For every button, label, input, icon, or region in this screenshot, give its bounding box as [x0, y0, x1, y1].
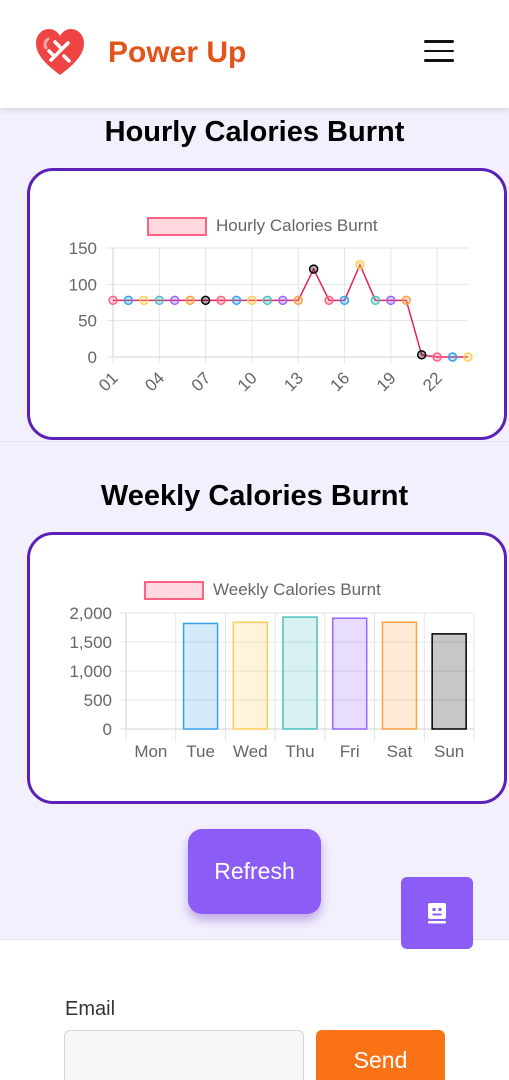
x-tick-label: 07 [188, 368, 215, 395]
hourly-chart-card: Hourly Calories Burnt 0 50 100 150 01 04 07 10 1… [27, 168, 507, 440]
data-point [401, 295, 412, 306]
data-point [185, 295, 195, 306]
section-divider [0, 441, 509, 442]
weekly-chart-legend[interactable]: Weekly Calories Burnt [144, 580, 381, 600]
data-point [355, 259, 365, 270]
data-point [386, 295, 396, 306]
x-tick-label: 19 [373, 368, 400, 395]
x-tick-label: 01 [95, 368, 122, 395]
data-point [339, 295, 350, 306]
email-label: Email [65, 998, 116, 1020]
y-tick-label: 0 [103, 720, 112, 739]
y-tick-label: 500 [84, 691, 112, 710]
data-point [463, 352, 473, 362]
data-point [416, 350, 427, 360]
footer: Email Send [0, 940, 509, 1080]
footer-divider [0, 939, 509, 940]
y-tick-label: 50 [78, 312, 97, 331]
data-point [432, 352, 442, 362]
data-point [278, 295, 288, 306]
data-point [123, 295, 134, 306]
data-point [308, 264, 319, 274]
heart-logo-icon[interactable] [34, 27, 86, 79]
hamburger-icon[interactable] [424, 40, 454, 68]
data-point [247, 295, 257, 306]
data-point [262, 295, 273, 306]
bar-sat [381, 621, 418, 730]
weekly-section-title: Weekly Calories Burnt [100, 480, 409, 512]
data-point [231, 295, 242, 306]
x-tick-label: Tue [186, 742, 215, 761]
weekly-chart-card: Weekly Calories Burnt 0 500 1,000 1,500 2,00… [27, 532, 507, 804]
x-tick-label: 22 [419, 368, 446, 395]
bar-thu [282, 616, 318, 730]
legend-swatch [144, 580, 204, 600]
legend-swatch [147, 216, 207, 236]
x-tick-label: Fri [340, 742, 360, 761]
email-field[interactable] [64, 1030, 304, 1080]
data-point [324, 295, 334, 306]
y-tick-label: 150 [69, 239, 97, 258]
brand-title[interactable]: Power Up [108, 36, 247, 69]
data-point [216, 295, 226, 306]
weekly-bar-chart[interactable]: 0 500 1,000 1,500 2,000 Mon Tue Wed Thu Fri Sat Sun [30, 535, 504, 801]
bar-tue [182, 622, 219, 730]
data-point [108, 295, 118, 306]
data-point [293, 295, 303, 306]
y-tick-label: 1,000 [69, 662, 112, 681]
x-tick-label: Mon [134, 742, 167, 761]
send-button[interactable]: Send [316, 1030, 445, 1080]
x-tick-label: 13 [280, 368, 307, 395]
hourly-legend-label: Hourly Calories Burnt [216, 216, 378, 235]
data-point [370, 295, 381, 306]
data-point [200, 295, 211, 306]
bar-sun [431, 633, 467, 730]
x-tick-label: Wed [233, 742, 268, 761]
hourly-chart-legend[interactable]: Hourly Calories Burnt [147, 216, 378, 236]
x-tick-label: Sun [434, 742, 464, 761]
x-tick-label: Thu [285, 742, 314, 761]
data-point [447, 352, 458, 362]
y-tick-label: 1,500 [69, 633, 112, 652]
data-point [169, 295, 180, 306]
y-tick-label: 2,000 [69, 604, 112, 623]
x-tick-label: 10 [234, 368, 261, 395]
refresh-button[interactable]: Refresh [188, 829, 321, 914]
app-header: Power Up [0, 0, 509, 108]
bar-wed [232, 621, 269, 730]
robot-glyph [428, 903, 446, 924]
x-tick-label: 16 [327, 368, 354, 395]
hourly-line-chart[interactable]: 0 50 100 150 01 04 07 10 13 16 19 22 [30, 171, 504, 437]
y-tick-label: 0 [88, 348, 97, 367]
x-tick-label: Sat [387, 742, 413, 761]
data-point [154, 295, 165, 306]
y-tick-label: 100 [69, 275, 97, 294]
x-tick-label: 04 [141, 368, 168, 395]
bar-fri [331, 617, 368, 730]
hourly-section-title: Hourly Calories Burnt [104, 116, 405, 148]
robot-icon[interactable] [401, 877, 473, 949]
data-point [139, 295, 149, 306]
hourly-series-line [113, 262, 468, 358]
weekly-legend-label: Weekly Calories Burnt [213, 580, 381, 599]
